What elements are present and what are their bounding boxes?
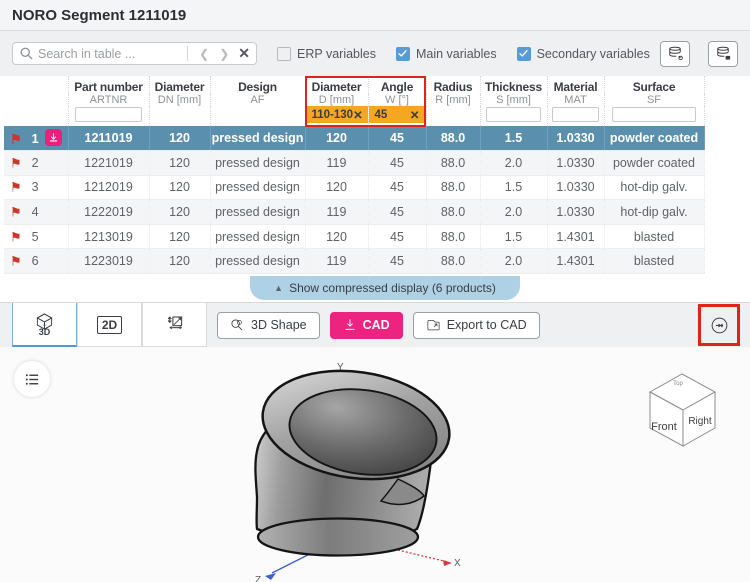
svg-text:Front: Front	[651, 421, 677, 433]
svg-text:Top: Top	[673, 381, 683, 387]
svg-text:Z: Z	[255, 575, 261, 582]
svg-text:X: X	[454, 558, 461, 569]
svg-text:Right: Right	[688, 416, 712, 427]
